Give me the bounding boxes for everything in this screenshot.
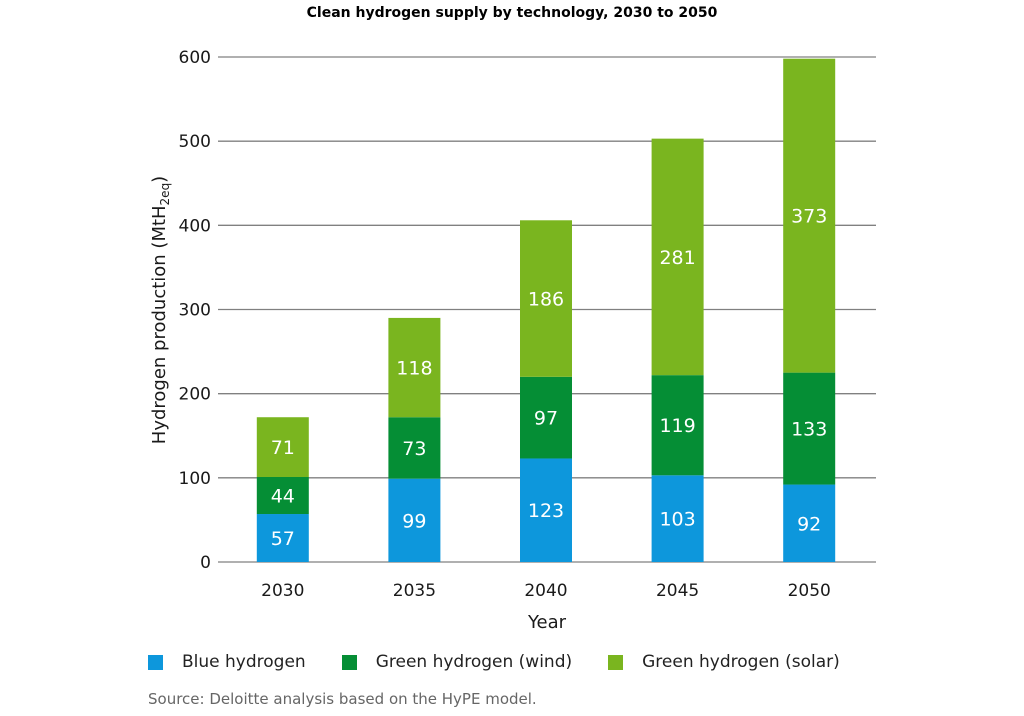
x-axis-label: Year xyxy=(527,612,567,633)
x-tick-label: 2035 xyxy=(393,581,436,601)
bar-2050-wind xyxy=(783,372,836,485)
bars: 57 44 71 99 73 118 123 97 186 103 119 281 92 133 373 xyxy=(256,58,836,562)
y-tick-label: 300 xyxy=(179,301,211,321)
data-label: 44 xyxy=(271,486,295,508)
y-tick-label: 200 xyxy=(179,385,211,405)
bar-2035-blue xyxy=(388,478,441,562)
legend-label-wind: Green hydrogen (wind) xyxy=(375,652,573,672)
y-axis-label-main: Hydrogen production (MtH xyxy=(149,205,170,444)
bar-2040-solar xyxy=(520,220,572,377)
data-label: 281 xyxy=(659,247,695,269)
legend-label-blue: Blue hydrogen xyxy=(182,652,306,672)
data-label: 103 xyxy=(659,509,695,531)
chart-title: Clean hydrogen supply by technology, 203… xyxy=(306,5,718,21)
y-tick-label: 600 xyxy=(179,48,211,68)
x-tick-label: 2050 xyxy=(788,581,831,601)
data-label: 97 xyxy=(534,408,558,430)
bar-2045-wind xyxy=(651,375,704,476)
data-label: 71 xyxy=(271,437,295,459)
legend-swatch-solar xyxy=(608,654,624,670)
bar-2050-blue xyxy=(783,484,836,562)
x-tick-labels: 2030 2035 2040 2045 2050 xyxy=(261,581,831,601)
y-tick-label: 400 xyxy=(179,216,211,236)
bar-2030-solar xyxy=(256,417,309,477)
y-axis-label-close: ) xyxy=(149,176,170,183)
source-note: Source: Deloitte analysis based on the H… xyxy=(148,690,537,708)
y-tick-labels: 0 100 200 300 400 500 600 xyxy=(179,48,211,573)
data-label: 118 xyxy=(396,358,432,380)
bar-2030-wind xyxy=(256,476,309,515)
data-label: 119 xyxy=(659,415,695,437)
bar-2040-wind xyxy=(520,376,572,459)
legend-label-solar: Green hydrogen (solar) xyxy=(642,652,840,672)
y-axis-label: Hydrogen production (MtH2eq) xyxy=(149,176,172,444)
legend-item-wind: Green hydrogen (wind) xyxy=(341,652,573,672)
data-label: 123 xyxy=(528,500,564,522)
x-tick-label: 2045 xyxy=(656,581,699,601)
y-tick-label: 500 xyxy=(179,132,211,152)
bar-2045-blue xyxy=(651,475,704,562)
data-label: 373 xyxy=(791,206,827,228)
bar-2030-blue xyxy=(256,514,309,562)
data-label: 73 xyxy=(402,438,426,460)
y-tick-label: 0 xyxy=(200,553,211,573)
bar-2035-solar xyxy=(388,317,441,418)
legend: Blue hydrogen Green hydrogen (wind) Gree… xyxy=(148,652,876,672)
legend-swatch-wind xyxy=(341,654,357,670)
data-label: 186 xyxy=(528,289,564,311)
data-label: 92 xyxy=(797,513,821,535)
y-tick-label: 100 xyxy=(179,469,211,489)
x-tick-label: 2040 xyxy=(524,581,567,601)
bar-2045-solar xyxy=(651,138,704,376)
bar-2035-wind xyxy=(388,417,441,479)
data-label: 99 xyxy=(402,510,426,532)
bar-2050-solar xyxy=(783,58,836,373)
data-label: 133 xyxy=(791,419,827,441)
legend-swatch-blue xyxy=(148,654,163,670)
y-axis-label-sub: 2eq xyxy=(158,183,172,206)
x-tick-label: 2030 xyxy=(261,581,304,601)
data-label: 57 xyxy=(271,528,295,550)
bar-2040-blue xyxy=(520,458,572,562)
legend-item-blue: Blue hydrogen xyxy=(148,652,306,672)
legend-item-solar: Green hydrogen (solar) xyxy=(608,652,840,672)
